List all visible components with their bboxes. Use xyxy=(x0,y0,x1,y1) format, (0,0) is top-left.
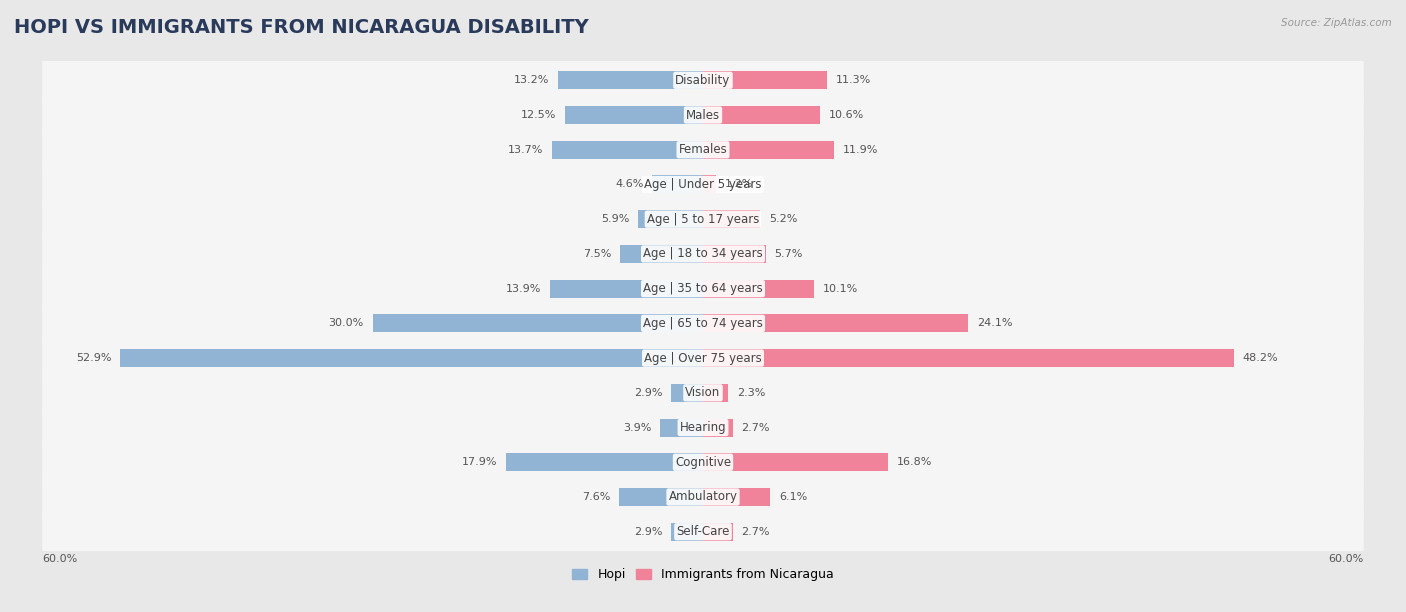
FancyBboxPatch shape xyxy=(42,193,1364,245)
Text: HOPI VS IMMIGRANTS FROM NICARAGUA DISABILITY: HOPI VS IMMIGRANTS FROM NICARAGUA DISABI… xyxy=(14,18,589,37)
FancyBboxPatch shape xyxy=(42,506,1364,558)
Text: 2.7%: 2.7% xyxy=(741,422,770,433)
Text: 24.1%: 24.1% xyxy=(977,318,1012,329)
Bar xyxy=(703,106,820,124)
Text: 7.6%: 7.6% xyxy=(582,492,610,502)
Bar xyxy=(703,384,728,402)
Text: Age | 18 to 34 years: Age | 18 to 34 years xyxy=(643,247,763,261)
Text: 60.0%: 60.0% xyxy=(42,554,77,564)
Text: Age | 35 to 64 years: Age | 35 to 64 years xyxy=(643,282,763,295)
Text: 52.9%: 52.9% xyxy=(76,353,111,363)
Text: 16.8%: 16.8% xyxy=(897,457,932,467)
Text: 13.2%: 13.2% xyxy=(513,75,548,85)
Text: 10.6%: 10.6% xyxy=(828,110,863,120)
Legend: Hopi, Immigrants from Nicaragua: Hopi, Immigrants from Nicaragua xyxy=(568,563,838,586)
Text: 5.7%: 5.7% xyxy=(775,249,803,259)
Text: 3.9%: 3.9% xyxy=(623,422,651,433)
Text: 11.3%: 11.3% xyxy=(837,75,872,85)
Text: Females: Females xyxy=(679,143,727,156)
Bar xyxy=(703,523,733,541)
Bar xyxy=(553,141,703,159)
Bar xyxy=(638,210,703,228)
FancyBboxPatch shape xyxy=(42,367,1364,419)
Text: Age | Under 5 years: Age | Under 5 years xyxy=(644,178,762,191)
FancyBboxPatch shape xyxy=(42,471,1364,523)
Text: Age | 5 to 17 years: Age | 5 to 17 years xyxy=(647,213,759,226)
FancyBboxPatch shape xyxy=(42,124,1364,176)
Bar xyxy=(703,71,828,89)
Text: Self-Care: Self-Care xyxy=(676,525,730,538)
Bar xyxy=(558,71,703,89)
Bar xyxy=(620,245,703,263)
Text: 4.6%: 4.6% xyxy=(616,179,644,190)
Bar xyxy=(703,315,969,332)
Text: 5.9%: 5.9% xyxy=(600,214,630,224)
Text: 6.1%: 6.1% xyxy=(779,492,807,502)
Bar xyxy=(703,419,733,436)
Bar xyxy=(652,176,703,193)
Bar xyxy=(703,488,770,506)
Text: Vision: Vision xyxy=(685,386,721,399)
Bar xyxy=(703,210,761,228)
Text: 5.2%: 5.2% xyxy=(769,214,797,224)
Bar xyxy=(121,349,703,367)
Text: 11.9%: 11.9% xyxy=(842,145,879,155)
Text: 2.9%: 2.9% xyxy=(634,388,662,398)
Text: 12.5%: 12.5% xyxy=(522,110,557,120)
FancyBboxPatch shape xyxy=(42,332,1364,384)
Text: 13.7%: 13.7% xyxy=(508,145,543,155)
Text: 30.0%: 30.0% xyxy=(329,318,364,329)
Text: 48.2%: 48.2% xyxy=(1243,353,1278,363)
FancyBboxPatch shape xyxy=(42,297,1364,349)
FancyBboxPatch shape xyxy=(42,263,1364,315)
Text: Cognitive: Cognitive xyxy=(675,456,731,469)
Bar xyxy=(550,280,703,297)
Text: Age | 65 to 74 years: Age | 65 to 74 years xyxy=(643,317,763,330)
Bar xyxy=(703,280,814,297)
Bar xyxy=(619,488,703,506)
FancyBboxPatch shape xyxy=(42,159,1364,211)
Text: Disability: Disability xyxy=(675,74,731,87)
Text: 60.0%: 60.0% xyxy=(1329,554,1364,564)
Bar xyxy=(659,419,703,436)
Bar xyxy=(671,384,703,402)
Text: 17.9%: 17.9% xyxy=(461,457,498,467)
Bar xyxy=(703,349,1234,367)
Text: 2.3%: 2.3% xyxy=(737,388,765,398)
Bar xyxy=(703,453,889,471)
Text: 2.9%: 2.9% xyxy=(634,527,662,537)
Bar xyxy=(373,315,703,332)
Text: 7.5%: 7.5% xyxy=(583,249,612,259)
Text: Hearing: Hearing xyxy=(679,421,727,434)
FancyBboxPatch shape xyxy=(42,54,1364,106)
Bar xyxy=(703,245,766,263)
Bar xyxy=(565,106,703,124)
FancyBboxPatch shape xyxy=(42,401,1364,453)
Text: Males: Males xyxy=(686,108,720,122)
Bar xyxy=(703,141,834,159)
Text: 1.2%: 1.2% xyxy=(725,179,754,190)
FancyBboxPatch shape xyxy=(42,89,1364,141)
Text: 2.7%: 2.7% xyxy=(741,527,770,537)
FancyBboxPatch shape xyxy=(42,228,1364,280)
Text: 10.1%: 10.1% xyxy=(823,283,858,294)
Text: Ambulatory: Ambulatory xyxy=(668,490,738,504)
Bar xyxy=(671,523,703,541)
Text: 13.9%: 13.9% xyxy=(506,283,541,294)
FancyBboxPatch shape xyxy=(42,436,1364,488)
Text: Source: ZipAtlas.com: Source: ZipAtlas.com xyxy=(1281,18,1392,28)
Text: Age | Over 75 years: Age | Over 75 years xyxy=(644,351,762,365)
Bar xyxy=(506,453,703,471)
Bar xyxy=(703,176,716,193)
